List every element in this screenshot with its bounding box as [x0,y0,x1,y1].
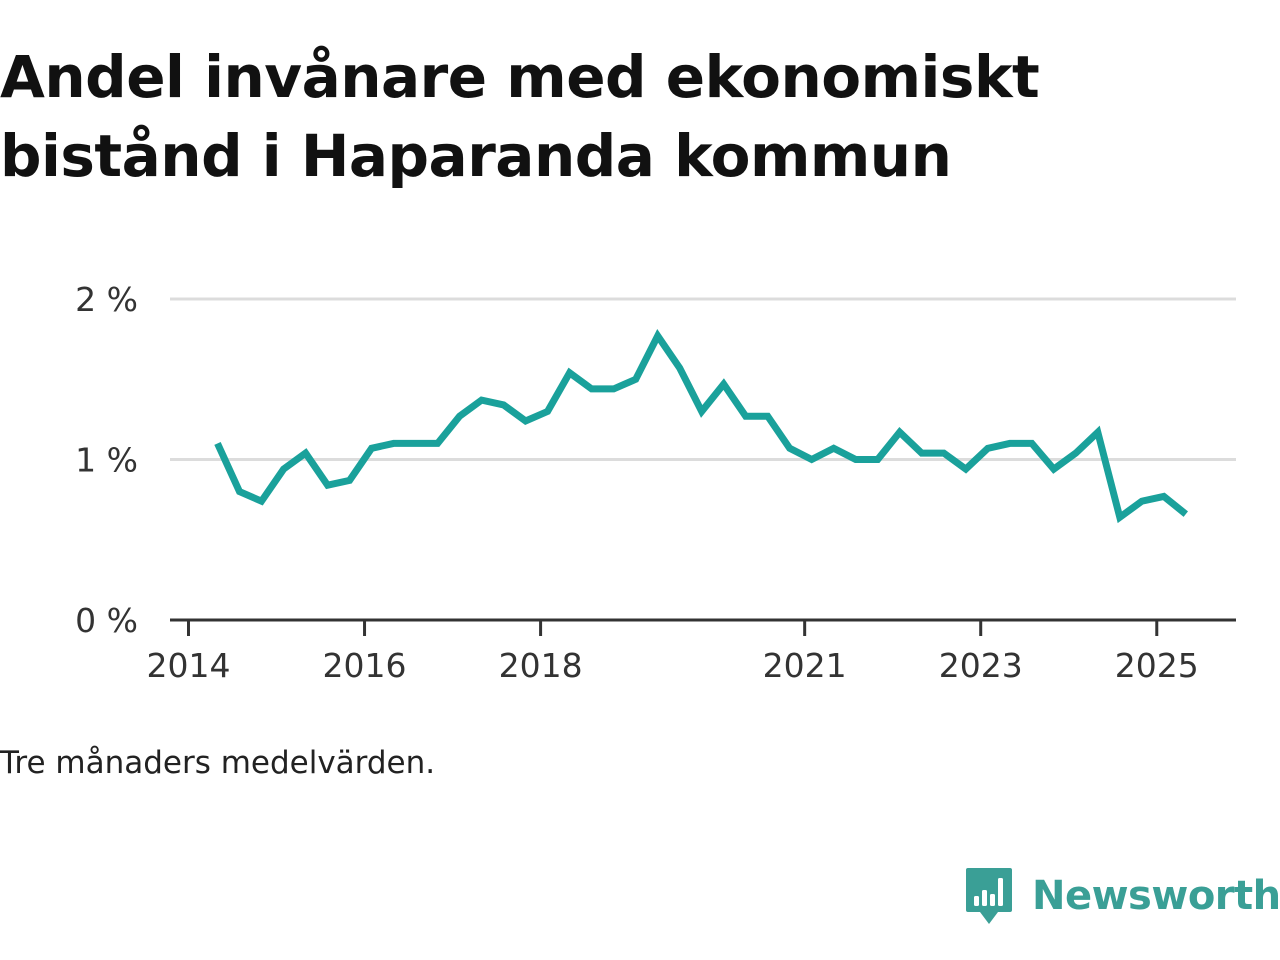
series-layer [214,329,1188,524]
x-tick-label: 2025 [1115,646,1199,685]
chart-title: Andel invånare med ekonomiskt bistånd i … [0,43,1040,190]
x-tick-label: 2021 [763,646,847,685]
x-tick-label: 2014 [146,646,230,685]
y-tick-label: 1 % [75,441,138,480]
newsworthy-brand[interactable]: Newsworthy [964,864,1280,928]
x-tick-label: 2018 [499,646,583,685]
brand-name: Newsworthy [1032,873,1280,919]
newsworthy-logo-icon [966,868,1012,924]
y-tick-label: 2 % [75,280,138,319]
line-chart: 0 % 1 % 2 % 2014 2016 2018 2021 2023 2025 [75,280,1236,685]
gridlines [170,297,1236,461]
y-axis-tick-labels: 0 % 1 % 2 % [75,280,138,640]
y-tick-label: 0 % [75,601,138,640]
x-axis [170,618,1236,636]
series-line [214,329,1188,524]
chart-footnote: Tre månaders medelvärden. [0,745,436,781]
x-tick-label: 2023 [939,646,1023,685]
x-axis-tick-labels: 2014 2016 2018 2021 2023 2025 [146,646,1198,685]
x-tick-label: 2016 [323,646,407,685]
